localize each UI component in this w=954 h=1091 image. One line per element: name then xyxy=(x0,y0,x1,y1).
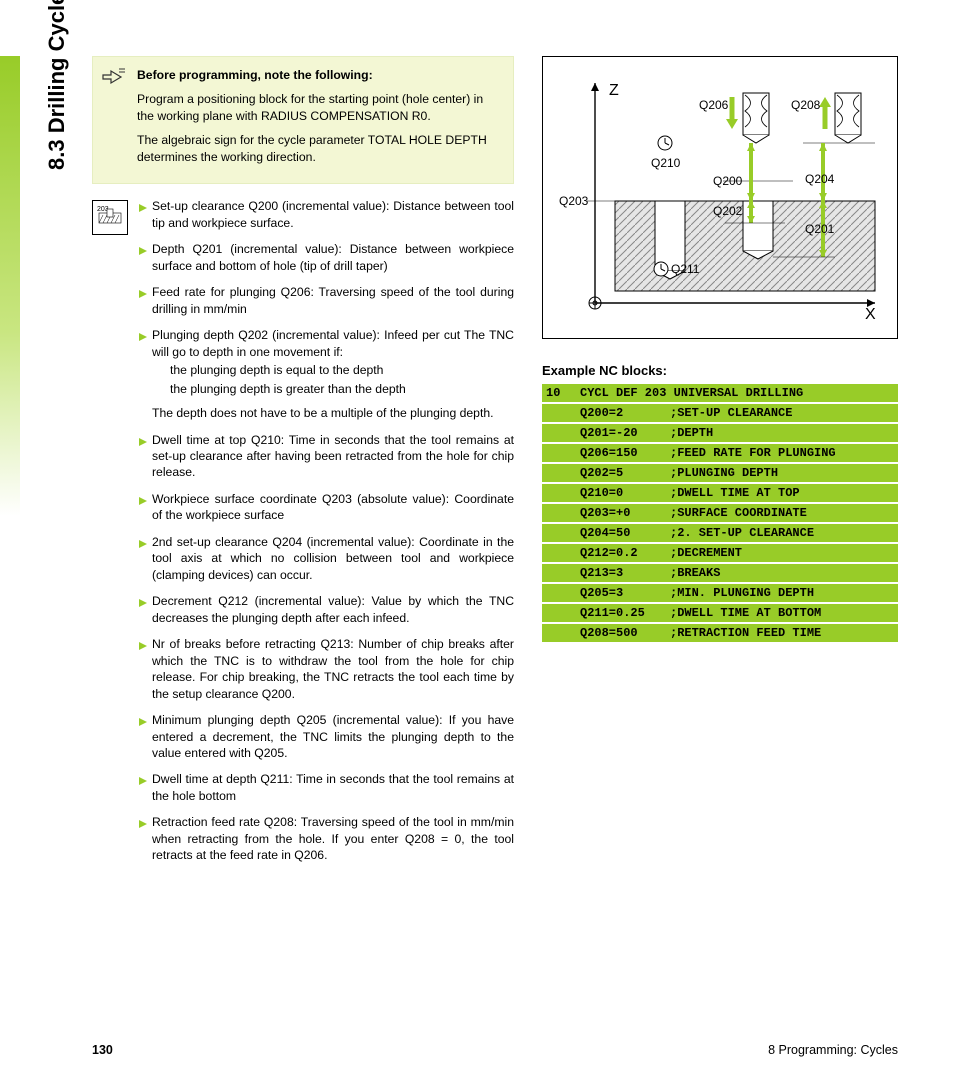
svg-text:Z: Z xyxy=(609,82,619,99)
triangle-bullet-icon xyxy=(138,537,148,553)
page-number: 130 xyxy=(92,1043,113,1057)
diagram-svg: Z X xyxy=(555,73,885,323)
table-row: Q202=5;PLUNGING DEPTH xyxy=(542,463,898,483)
side-gradient-bar xyxy=(0,56,20,516)
param-text: Retraction feed rate Q208: Traversing sp… xyxy=(152,815,514,862)
note-p2: The algebraic sign for the cycle paramet… xyxy=(137,132,503,165)
triangle-bullet-icon xyxy=(138,435,148,451)
svg-text:Q204: Q204 xyxy=(805,172,835,186)
svg-text:Q206: Q206 xyxy=(699,98,729,112)
param-text: Depth Q201 (incremental value): Distance… xyxy=(152,242,514,272)
note-hand-icon xyxy=(101,65,127,89)
param-after: The depth does not have to be a multiple… xyxy=(152,405,514,421)
triangle-bullet-icon xyxy=(138,287,148,303)
svg-text:Q203: Q203 xyxy=(559,194,589,208)
parameter-item: Set-up clearance Q200 (incremental value… xyxy=(138,198,514,231)
param-text: Minimum plunging depth Q205 (incremental… xyxy=(152,713,514,760)
param-sub: the plunging depth is greater than the d… xyxy=(170,381,514,397)
parameter-item: Plunging depth Q202 (incremental value):… xyxy=(138,327,514,421)
footer: 130 8 Programming: Cycles xyxy=(92,1043,898,1057)
svg-text:Q200: Q200 xyxy=(713,174,743,188)
table-row: Q200=2;SET-UP CLEARANCE xyxy=(542,403,898,423)
parameter-item: Decrement Q212 (incremental value): Valu… xyxy=(138,593,514,626)
triangle-bullet-icon xyxy=(138,774,148,790)
parameter-item: Workpiece surface coordinate Q203 (absol… xyxy=(138,491,514,524)
table-row: 10CYCL DEF 203 UNIVERSAL DRILLING xyxy=(542,384,898,403)
parameter-item: 2nd set-up clearance Q204 (incremental v… xyxy=(138,534,514,583)
footer-chapter: 8 Programming: Cycles xyxy=(768,1043,898,1057)
main-content: Before programming, note the following: … xyxy=(92,56,898,874)
parameter-list: 203 Set-up clearance Q200 (incremental v… xyxy=(138,198,514,863)
svg-text:Q211: Q211 xyxy=(671,262,700,276)
param-text: Dwell time at top Q210: Time in seconds … xyxy=(152,433,514,480)
triangle-bullet-icon xyxy=(138,494,148,510)
parameter-item: Nr of breaks before retracting Q213: Num… xyxy=(138,636,514,702)
parameter-item: Dwell time at depth Q211: Time in second… xyxy=(138,771,514,804)
parameter-item: Retraction feed rate Q208: Traversing sp… xyxy=(138,814,514,863)
note-box: Before programming, note the following: … xyxy=(92,56,514,184)
tool-2 xyxy=(835,93,861,143)
triangle-bullet-icon xyxy=(138,201,148,217)
note-title: Before programming, note the following: xyxy=(137,67,503,83)
table-row: Q211=0.25;DWELL TIME AT BOTTOM xyxy=(542,603,898,623)
param-text: Decrement Q212 (incremental value): Valu… xyxy=(152,594,514,624)
table-row: Q203=+0;SURFACE COORDINATE xyxy=(542,503,898,523)
table-row: Q206=150;FEED RATE FOR PLUNGING xyxy=(542,443,898,463)
table-row: Q212=0.2;DECREMENT xyxy=(542,543,898,563)
side-title: 8.3 Drilling Cycles xyxy=(44,0,70,170)
svg-text:Q202: Q202 xyxy=(713,204,743,218)
parameter-item: Dwell time at top Q210: Time in seconds … xyxy=(138,432,514,481)
note-p1: Program a positioning block for the star… xyxy=(137,91,503,124)
svg-text:X: X xyxy=(865,306,876,323)
svg-text:Q208: Q208 xyxy=(791,98,821,112)
table-row: Q210=0;DWELL TIME AT TOP xyxy=(542,483,898,503)
parameter-item: Feed rate for plunging Q206: Traversing … xyxy=(138,284,514,317)
param-text: Nr of breaks before retracting Q213: Num… xyxy=(152,637,514,700)
triangle-bullet-icon xyxy=(138,596,148,612)
svg-text:Q210: Q210 xyxy=(651,156,681,170)
parameter-item: Depth Q201 (incremental value): Distance… xyxy=(138,241,514,274)
param-text: Feed rate for plunging Q206: Traversing … xyxy=(152,285,514,315)
triangle-bullet-icon xyxy=(138,244,148,260)
param-text: 2nd set-up clearance Q204 (incremental v… xyxy=(152,535,514,582)
table-row: Q201=-20;DEPTH xyxy=(542,423,898,443)
cycle-icon: 203 xyxy=(92,200,128,234)
example-title: Example NC blocks: xyxy=(542,363,898,378)
left-column: Before programming, note the following: … xyxy=(92,56,514,874)
table-row: Q205=3;MIN. PLUNGING DEPTH xyxy=(542,583,898,603)
nc-block-table: 10CYCL DEF 203 UNIVERSAL DRILLINGQ200=2;… xyxy=(542,384,898,644)
triangle-bullet-icon xyxy=(138,330,148,346)
table-row: Q213=3;BREAKS xyxy=(542,563,898,583)
diagram: Z X xyxy=(542,56,898,339)
param-text: Plunging depth Q202 (incremental value):… xyxy=(152,328,514,358)
table-row: Q204=50;2. SET-UP CLEARANCE xyxy=(542,523,898,543)
tool-1 xyxy=(743,93,769,143)
param-text: Dwell time at depth Q211: Time in second… xyxy=(152,772,514,802)
right-column: Z X xyxy=(542,56,898,874)
triangle-bullet-icon xyxy=(138,817,148,833)
triangle-bullet-icon xyxy=(138,639,148,655)
triangle-bullet-icon xyxy=(138,715,148,731)
param-text: Workpiece surface coordinate Q203 (absol… xyxy=(152,492,514,522)
table-row: Q208=500;RETRACTION FEED TIME xyxy=(542,623,898,643)
param-text: Set-up clearance Q200 (incremental value… xyxy=(152,199,514,229)
parameter-item: Minimum plunging depth Q205 (incremental… xyxy=(138,712,514,761)
svg-text:Q201: Q201 xyxy=(805,222,835,236)
param-sub: the plunging depth is equal to the depth xyxy=(170,362,514,378)
